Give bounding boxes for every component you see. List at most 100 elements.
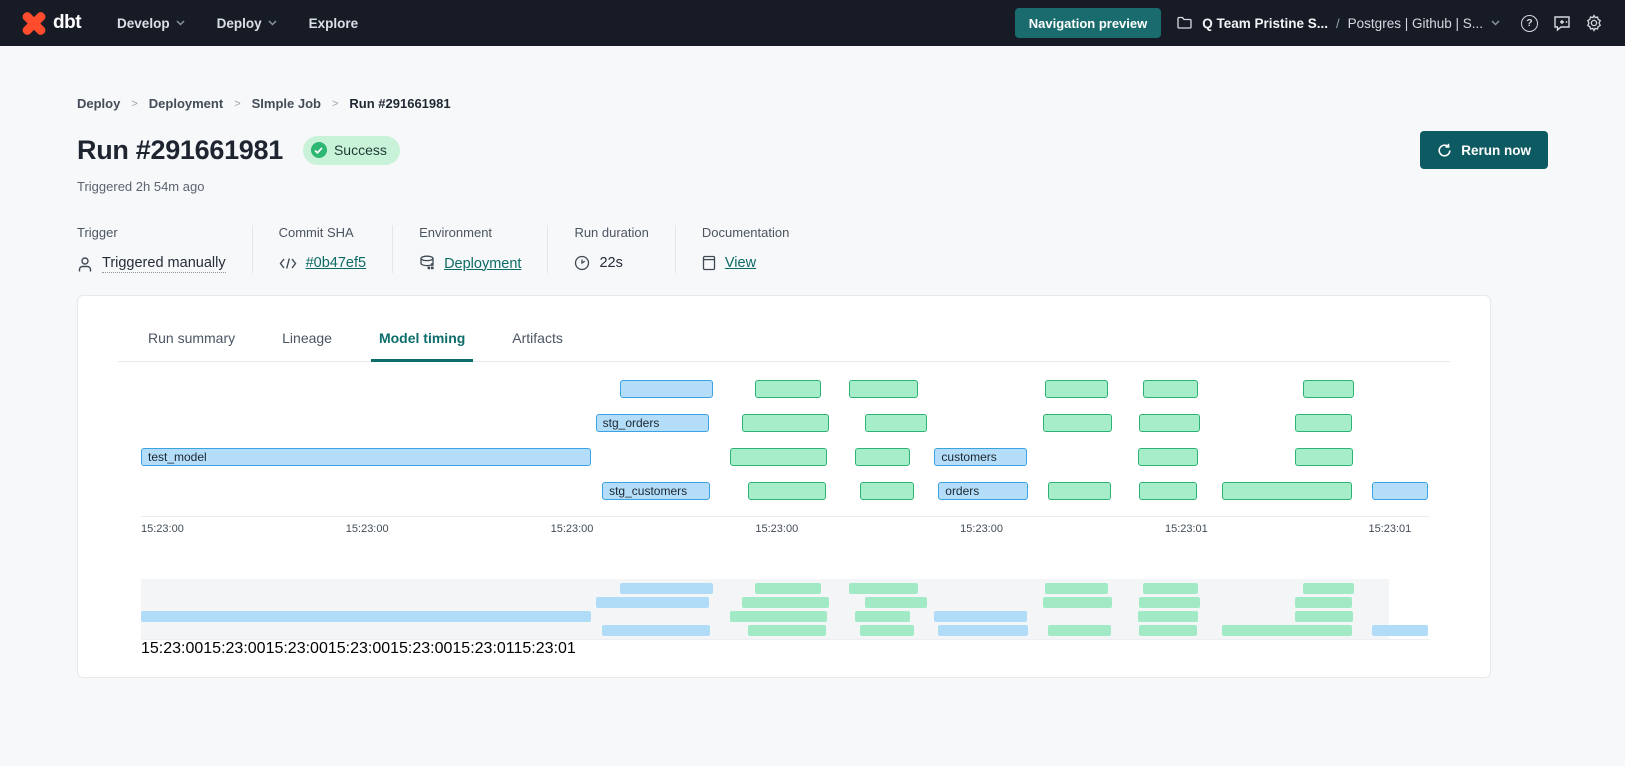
gantt-bar-orders[interactable]: orders (938, 482, 1029, 500)
gantt-bar[interactable] (620, 380, 713, 398)
gantt-bar[interactable] (1137, 448, 1199, 466)
time-axis: 15:23:00 15:23:00 15:23:00 15:23:00 15:23:00… (141, 516, 1429, 536)
meta-environment: Environment Deployment (419, 225, 549, 273)
meta-run-duration: Run duration 22s (574, 225, 676, 273)
gantt-bar-label: test_model (148, 450, 207, 464)
mini-bar (141, 611, 591, 622)
breadcrumb-simple-job[interactable]: SImple Job (251, 96, 321, 111)
mini-bar (938, 625, 1029, 636)
mini-bar (742, 597, 829, 608)
gantt-bar[interactable] (1047, 482, 1111, 500)
document-icon (702, 255, 716, 271)
gantt-bar[interactable] (854, 448, 910, 466)
mini-bar (1137, 611, 1199, 622)
mini-bar (849, 583, 918, 594)
gantt-bar[interactable] (1295, 448, 1353, 466)
mini-row (141, 625, 1429, 636)
mini-bar (1295, 611, 1353, 622)
tab-artifacts[interactable]: Artifacts (512, 330, 563, 346)
rerun-now-button[interactable]: Rerun now (1420, 131, 1548, 169)
gantt-bar[interactable] (1143, 380, 1199, 398)
gantt-bar[interactable] (1302, 380, 1355, 398)
mini-bar (1143, 583, 1199, 594)
gantt-bar[interactable] (849, 380, 918, 398)
breadcrumb-separator: > (331, 97, 339, 110)
breadcrumb-deploy[interactable]: Deploy (77, 96, 121, 111)
mini-bar (1295, 597, 1352, 608)
gantt-rows: stg_orders test_model customers stg_custome… (141, 380, 1429, 500)
axis-tick-label: 15:23:01 (513, 640, 576, 657)
nav-item-label: Explore (308, 15, 359, 31)
breadcrumb-deployment[interactable]: Deployment (148, 96, 224, 111)
commit-sha-link[interactable]: #0b47ef5 (305, 255, 367, 271)
mini-bar (1045, 583, 1109, 594)
navbar-icons: ? (1520, 14, 1603, 33)
account-project-switcher[interactable]: Q Team Pristine S... / Postgres | Github… (1175, 14, 1500, 33)
gantt-bar[interactable] (747, 482, 827, 500)
main-content: Deploy > Deployment > SImple Job > Run #… (0, 46, 1625, 678)
account-name[interactable]: Q Team Pristine S... (1202, 15, 1329, 31)
nav-item-deploy[interactable]: Deploy (217, 16, 277, 31)
timeline-overview[interactable] (141, 579, 1429, 639)
gantt-bar[interactable] (1295, 414, 1352, 432)
environment-link[interactable]: Deployment (444, 255, 522, 272)
status-badge: Success (302, 135, 400, 165)
run-duration-value: 22s (599, 255, 623, 271)
gantt-bar[interactable] (1221, 482, 1352, 500)
gantt-bar[interactable] (864, 414, 927, 432)
gantt-bar[interactable] (742, 414, 829, 432)
dbt-logo[interactable]: dbt (20, 9, 82, 37)
mini-bar (859, 625, 914, 636)
gantt-bar[interactable] (729, 448, 828, 466)
page-title: Run #291661981 (77, 134, 283, 165)
axis-tick-label: 15:23:00 (141, 640, 204, 657)
navigation-preview-button[interactable]: Navigation preview (1014, 8, 1162, 38)
axis-tick-label: 15:23:01 (452, 640, 514, 657)
mini-bar (854, 611, 910, 622)
mini-rows (141, 579, 1429, 636)
gantt-row: stg_orders (141, 414, 1429, 432)
mini-bar (1139, 625, 1198, 636)
gantt-bar-stg_customers[interactable]: stg_customers (602, 482, 711, 500)
meta-label: Documentation (701, 225, 790, 240)
gantt-bar[interactable] (1042, 414, 1113, 432)
mini-row (141, 611, 1429, 622)
meta-label: Run duration (574, 225, 649, 240)
project-name[interactable]: Postgres | Github | S... (1347, 15, 1483, 31)
dbt-logo-icon (20, 9, 48, 37)
gantt-bar[interactable] (755, 380, 822, 398)
mini-bar (595, 597, 709, 608)
feedback-icon[interactable] (1552, 14, 1571, 33)
gantt-bar[interactable] (1139, 414, 1200, 432)
axis-tick-label: 15:23:00 (203, 640, 266, 657)
documentation-view-link[interactable]: View (724, 255, 757, 271)
gantt-row: stg_customers orders (141, 482, 1429, 500)
gantt-bar-test_model[interactable]: test_model (141, 448, 591, 466)
person-icon (77, 256, 93, 273)
gantt-bar-customers[interactable]: customers (934, 448, 1028, 466)
mini-row (141, 583, 1429, 594)
tab-run-summary[interactable]: Run summary (148, 330, 236, 346)
axis-tick-label: 15:23:00 (550, 523, 594, 535)
gantt-bar-stg_orders[interactable]: stg_orders (595, 414, 709, 432)
breadcrumb-run-number: Run #291661981 (349, 96, 451, 111)
meta-label: Commit SHA (278, 225, 354, 240)
nav-item-explore[interactable]: Explore (309, 16, 359, 31)
chevron-down-icon (268, 20, 277, 26)
axis-tick-label: 15:23:00 (327, 640, 391, 657)
code-icon (279, 257, 297, 270)
gantt-bar[interactable] (1372, 482, 1428, 500)
nav-item-develop[interactable]: Develop (117, 16, 185, 31)
database-icon (419, 255, 435, 272)
triggered-timestamp: Triggered 2h 54m ago (77, 179, 205, 194)
settings-gear-icon[interactable] (1584, 14, 1603, 33)
gantt-bar-label: stg_orders (602, 416, 660, 430)
gantt-bar[interactable] (1045, 380, 1109, 398)
breadcrumb: Deploy > Deployment > SImple Job > Run #… (77, 96, 1548, 111)
tab-model-timing[interactable]: Model timing (370, 330, 474, 362)
gantt-bar[interactable] (859, 482, 914, 500)
help-icon[interactable]: ? (1520, 14, 1539, 33)
tab-lineage[interactable]: Lineage (282, 330, 332, 346)
chevron-down-icon[interactable] (1491, 20, 1500, 26)
gantt-bar[interactable] (1139, 482, 1198, 500)
